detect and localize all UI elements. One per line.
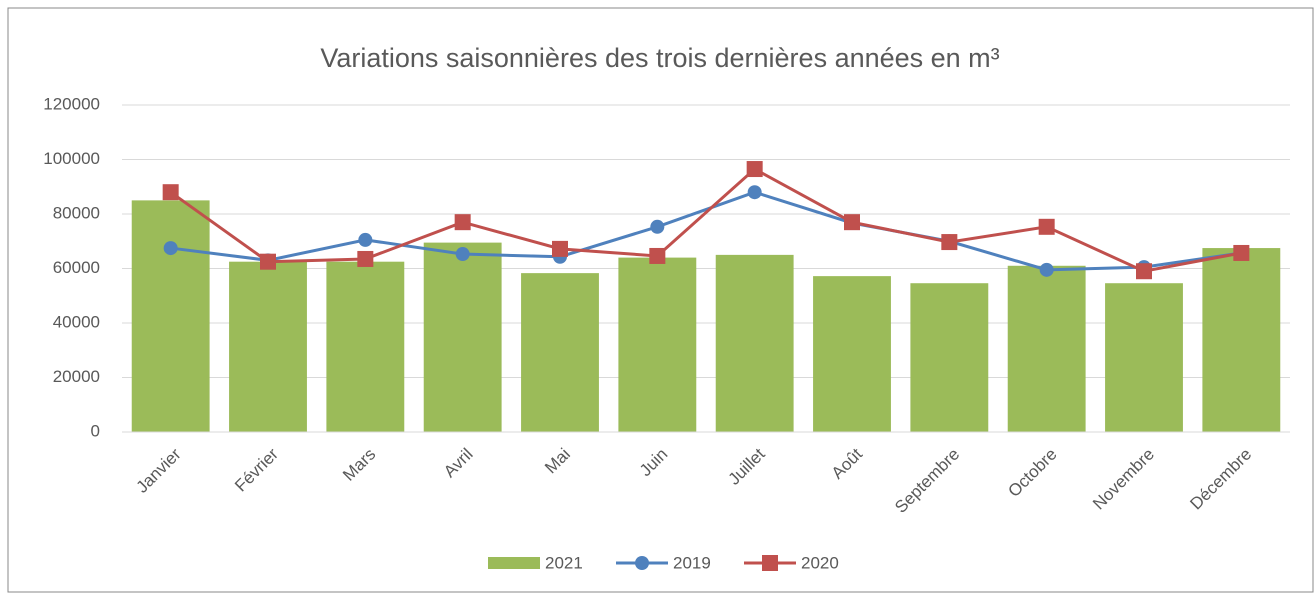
marker bbox=[552, 240, 568, 257]
marker bbox=[455, 247, 470, 262]
line bbox=[169, 167, 1242, 273]
y-tick-label: 0 bbox=[91, 421, 100, 440]
marker bbox=[162, 184, 179, 201]
legend-marker bbox=[762, 555, 778, 571]
marker bbox=[746, 161, 763, 178]
bar bbox=[521, 273, 599, 432]
y-tick-label: 60000 bbox=[53, 258, 100, 277]
bar bbox=[1007, 265, 1086, 432]
marker bbox=[163, 241, 178, 256]
bar bbox=[423, 242, 502, 432]
marker bbox=[1039, 262, 1054, 277]
bar bbox=[715, 254, 794, 432]
marker bbox=[941, 234, 958, 251]
marker bbox=[358, 232, 373, 247]
bar bbox=[910, 283, 989, 432]
bar bbox=[1202, 248, 1281, 432]
marker bbox=[454, 214, 471, 231]
marker bbox=[649, 247, 666, 264]
legend-marker bbox=[635, 556, 649, 570]
legend-label: 2020 bbox=[801, 553, 839, 572]
legend-label: 2021 bbox=[545, 553, 583, 572]
y-tick-label: 120000 bbox=[43, 94, 100, 113]
chart-title: Variations saisonnières des trois derniè… bbox=[320, 43, 999, 73]
legend-label: 2019 bbox=[673, 553, 711, 572]
bar bbox=[618, 257, 697, 432]
bar bbox=[131, 200, 210, 432]
marker bbox=[357, 250, 374, 267]
marker bbox=[1136, 263, 1152, 280]
bar bbox=[1105, 283, 1183, 432]
marker bbox=[650, 219, 665, 234]
bar bbox=[326, 261, 405, 432]
bar bbox=[813, 276, 891, 432]
bar bbox=[229, 261, 307, 432]
y-tick-label: 80000 bbox=[53, 203, 100, 222]
y-tick-label: 40000 bbox=[53, 312, 100, 331]
y-tick-label: 100000 bbox=[43, 149, 100, 168]
marker bbox=[844, 214, 860, 231]
y-tick-label: 20000 bbox=[53, 367, 100, 386]
marker bbox=[1233, 244, 1250, 261]
marker bbox=[747, 185, 762, 200]
marker bbox=[1038, 218, 1055, 235]
legend-swatch bbox=[488, 557, 540, 569]
line bbox=[170, 190, 1242, 272]
marker bbox=[260, 253, 276, 270]
